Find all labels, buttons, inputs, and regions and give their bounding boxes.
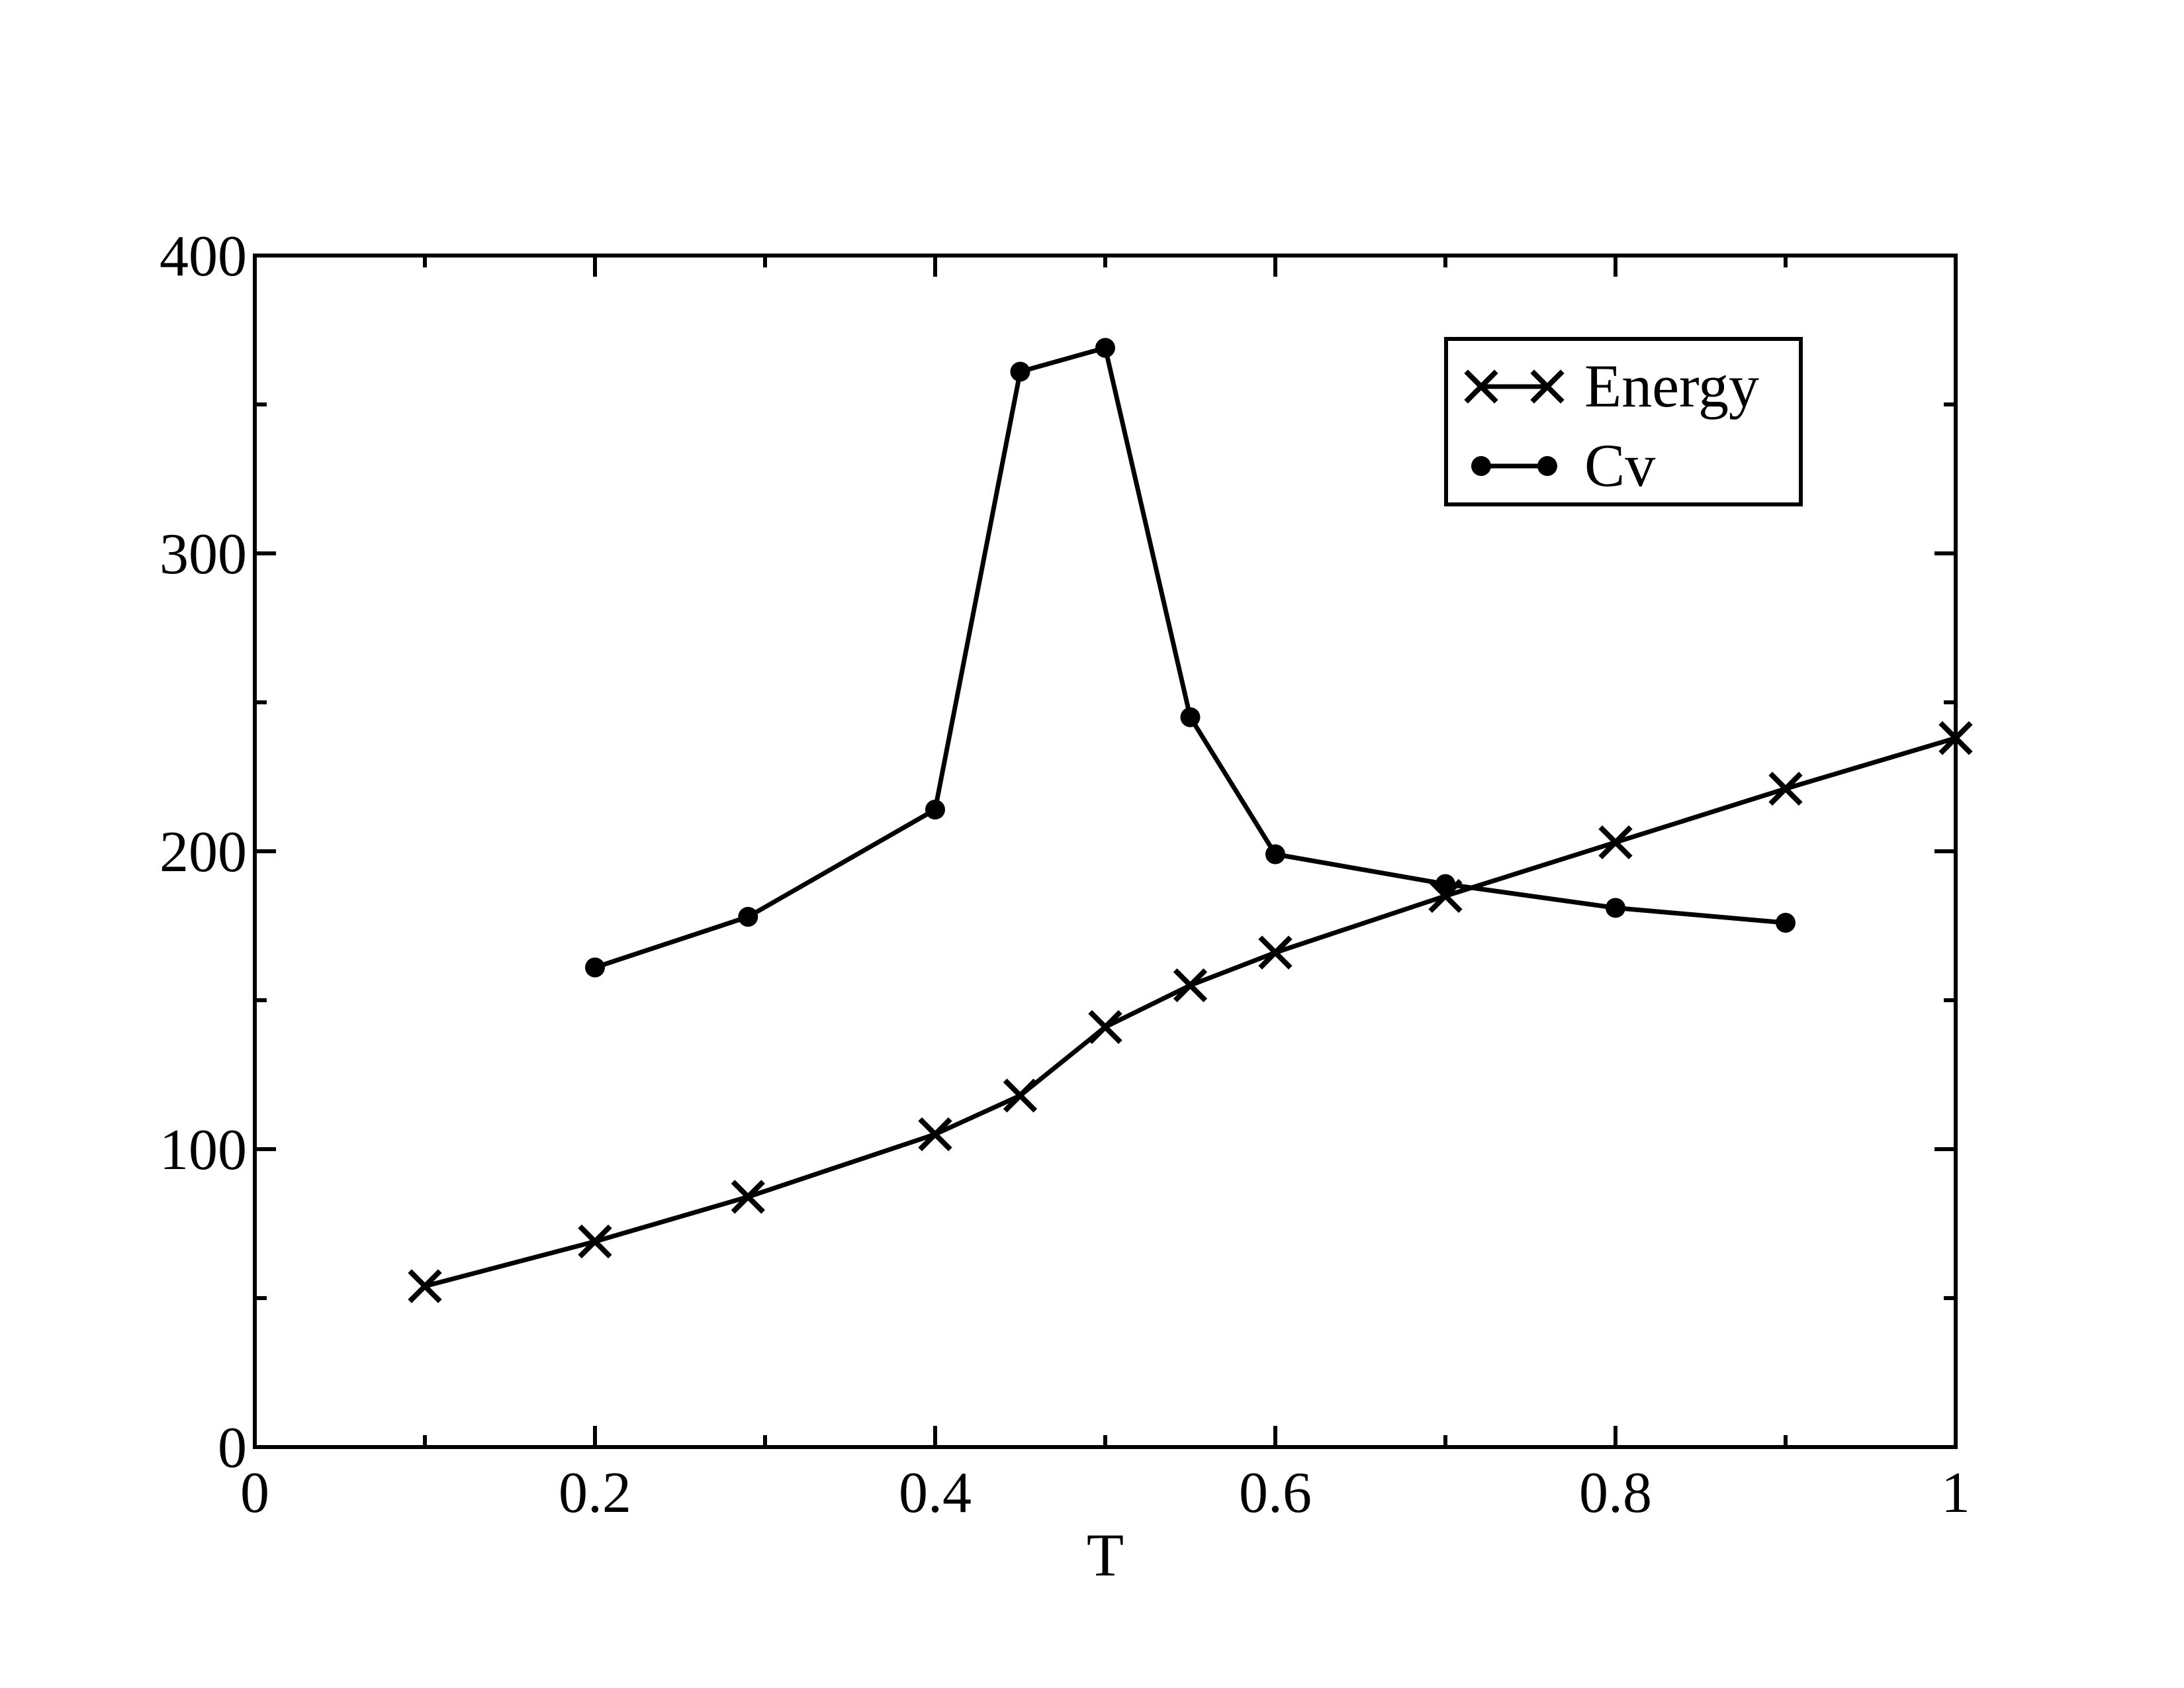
legend-label-cv: Cv [1584,432,1655,499]
legend-entry-energy: Energy [1464,352,1759,420]
data-point-cv [1095,338,1115,358]
series-cv [585,338,1796,978]
data-point-energy [1938,721,1973,755]
data-point-energy [918,1117,952,1152]
x-axis-title: T [1087,1521,1124,1589]
legend: Energy Cv [1444,337,1803,506]
legend-label-energy: Energy [1584,352,1759,420]
legend-marker-energy [1464,369,1498,404]
data-point-cv [925,800,945,820]
data-point-energy [1258,935,1293,970]
data-point-cv [1435,874,1455,894]
ticks [253,254,1958,1449]
x-tick-label: 0 [240,1461,269,1525]
x-tick-label: 1 [1941,1461,1970,1525]
data-point-cv [1776,913,1796,933]
y-tick-label: 100 [159,1118,247,1182]
x-tick-label: 0.4 [899,1461,972,1525]
data-point-energy [578,1224,612,1259]
y-tick-label: 200 [159,820,247,884]
data-point-energy [1768,771,1803,806]
data-point-cv [1265,844,1285,865]
data-point-energy [1173,968,1208,1003]
legend-entry-cv: Cv [1471,432,1655,499]
x-tick-label: 0.2 [559,1461,631,1525]
legend-marker-cv [1471,456,1491,476]
x-tick-label: 0.6 [1239,1461,1312,1525]
data-point-cv [1180,707,1201,727]
y-tick-label: 300 [159,522,247,586]
series-energy [408,721,1973,1303]
tick-labels: 0 0.2 0.4 0.6 0.8 1 0 100 200 300 400 [159,224,1970,1525]
legend-marker-energy [1530,369,1565,404]
y-tick-label: 0 [218,1416,247,1480]
data-point-energy [1598,825,1633,860]
data-point-cv [1010,361,1030,382]
data-point-energy [731,1180,765,1214]
series-line-energy [424,735,1956,1289]
y-tick-label: 400 [159,224,247,289]
data-point-cv [738,907,758,927]
data-point-energy [1003,1078,1038,1113]
data-point-energy [1088,1009,1122,1045]
data-point-energy [408,1269,442,1303]
data-point-cv [585,957,605,978]
legend-box [1444,337,1803,506]
series-layer [408,338,1973,1303]
data-point-cv [1606,898,1625,918]
series-line-cv [594,346,1786,970]
legend-marker-cv [1537,456,1557,476]
x-tick-label: 0.8 [1579,1461,1652,1525]
